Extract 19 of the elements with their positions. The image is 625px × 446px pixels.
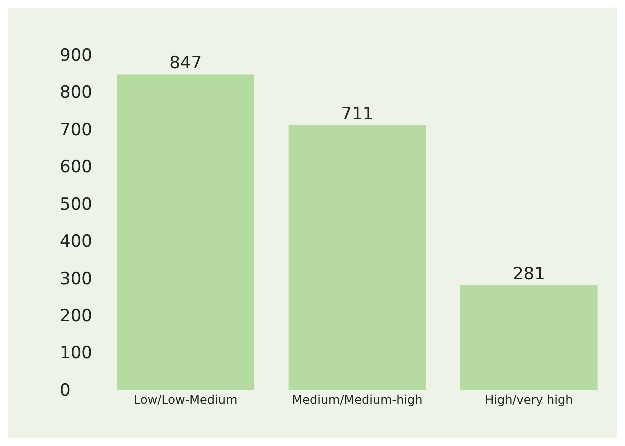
data-label: 847 bbox=[170, 54, 202, 74]
y-tick-label: 700 bbox=[60, 120, 92, 140]
x-tick-label: High/very high bbox=[485, 393, 574, 408]
y-tick-label: 800 bbox=[60, 83, 92, 104]
y-tick-label: 600 bbox=[60, 158, 92, 178]
bar bbox=[288, 125, 426, 390]
bar bbox=[117, 74, 254, 390]
y-tick-label: 200 bbox=[60, 306, 92, 327]
y-tick-label: 100 bbox=[60, 344, 92, 364]
x-tick-label: Medium/Medium-high bbox=[292, 393, 423, 408]
y-tick-label: 300 bbox=[60, 269, 92, 290]
y-tick-label: 0 bbox=[60, 380, 71, 401]
y-tick-label: 900 bbox=[60, 46, 92, 66]
x-tick-label: Low/Low-Medium bbox=[134, 393, 238, 408]
bar bbox=[460, 285, 598, 390]
y-tick-label: 400 bbox=[60, 232, 92, 252]
data-label: 711 bbox=[341, 104, 374, 124]
data-label: 281 bbox=[512, 264, 546, 284]
y-tick-label: 500 bbox=[60, 194, 92, 215]
